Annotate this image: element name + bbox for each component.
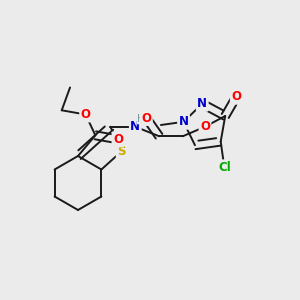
Text: O: O [81,108,91,121]
Text: O: O [231,90,241,103]
Text: N: N [178,115,189,128]
Text: N: N [197,97,207,110]
Text: O: O [113,133,123,146]
Text: S: S [117,145,126,158]
Text: Cl: Cl [218,161,231,174]
Text: N: N [130,120,140,133]
Text: H: H [137,114,145,124]
Text: O: O [200,120,210,133]
Text: O: O [141,112,152,124]
